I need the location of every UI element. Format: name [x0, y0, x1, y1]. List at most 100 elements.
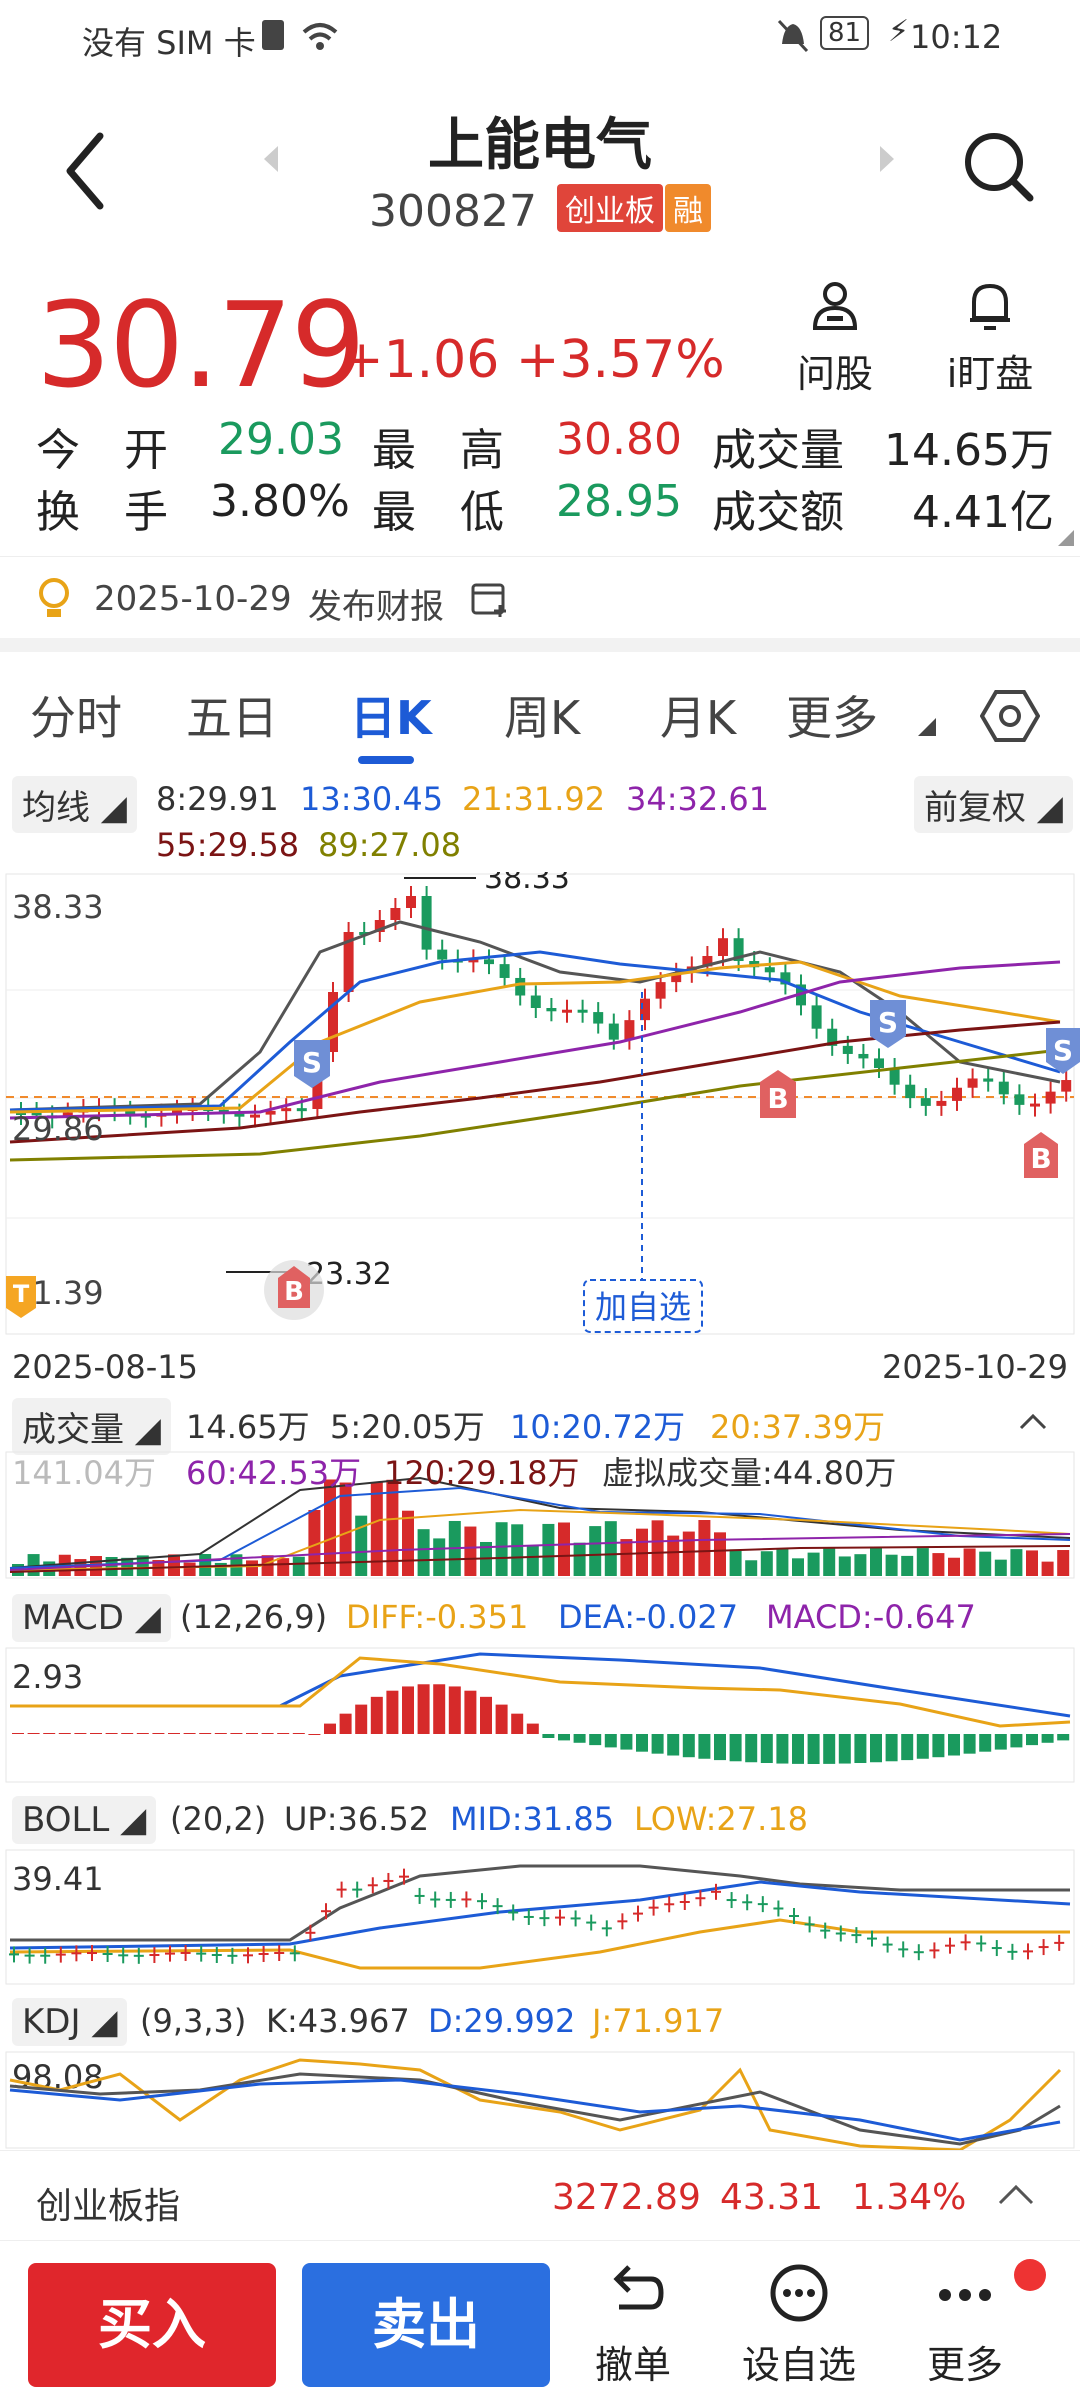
- macd-frame: [5, 1647, 1075, 1783]
- sell-signal[interactable]: S: [294, 1040, 330, 1088]
- macd-bar: [776, 1734, 789, 1764]
- macd-bar: [854, 1734, 867, 1764]
- volume-bar: [464, 1526, 477, 1576]
- candle: [499, 964, 510, 978]
- settings-hex-icon[interactable]: [980, 686, 1040, 746]
- boll-low: LOW:27.18: [634, 1800, 809, 1838]
- boll-price-bars: [9, 1868, 1065, 1964]
- macd-histogram: [12, 1684, 1070, 1764]
- tab-intraday[interactable]: 分时: [30, 691, 122, 745]
- bell-icon: [970, 283, 1010, 330]
- last-price: 30.79: [36, 276, 366, 414]
- kdj-params: (9,3,3): [140, 2002, 247, 2040]
- next-stock-icon[interactable]: [876, 142, 898, 176]
- candle: [889, 1068, 900, 1085]
- candle: [624, 1020, 635, 1040]
- volume-bar: [246, 1560, 258, 1576]
- sell-button[interactable]: 卖出: [302, 2263, 550, 2387]
- candle: [421, 896, 432, 950]
- sell-signal[interactable]: S: [1046, 1028, 1080, 1074]
- back-button[interactable]: [56, 126, 116, 216]
- candle: [562, 1009, 572, 1013]
- cancel-order-button[interactable]: 撤单: [558, 2261, 708, 2389]
- calendar-add-icon[interactable]: [470, 579, 510, 619]
- prev-stock-icon[interactable]: [260, 142, 282, 176]
- boll-frame: [5, 1849, 1075, 1985]
- stock-code-row: 300827 创业板融: [0, 184, 1080, 238]
- ma-line: [9, 1048, 1061, 1162]
- macd-bar: [495, 1704, 508, 1734]
- volume-bar: [698, 1520, 711, 1576]
- candle: [546, 1007, 557, 1012]
- active-tab-indicator: [358, 756, 414, 764]
- ma-legend: 均线 ◢ 8:29.91 13:30.45 21:31.92 34:32.61 …: [0, 776, 1080, 876]
- search-button[interactable]: [960, 128, 1036, 204]
- sim-icon: [262, 20, 284, 50]
- macd-bar: [1010, 1734, 1023, 1748]
- more-dots-icon: [939, 2289, 991, 2301]
- tab-monthly-k[interactable]: 月K: [660, 691, 737, 745]
- candle: [827, 1028, 838, 1046]
- volume-frame: [5, 1451, 1075, 1579]
- index-value: 3272.89: [552, 2177, 701, 2218]
- boll-selector[interactable]: BOLL ◢: [12, 1796, 157, 1844]
- buy-button[interactable]: 买入: [28, 2263, 276, 2387]
- candle: [265, 1110, 276, 1115]
- volume-bar: [745, 1560, 758, 1576]
- kline-chart[interactable]: 38.33 29.86 21.39 38.33 23.32 加自选 S S S …: [0, 872, 1080, 1340]
- buy-signal[interactable]: B: [760, 1070, 796, 1118]
- macd-selector[interactable]: MACD ◢: [12, 1594, 171, 1642]
- volume-selector[interactable]: 成交量 ◢: [12, 1398, 171, 1455]
- kdj-chart[interactable]: 98.08: [0, 2050, 1080, 2150]
- macd-bar: [433, 1684, 446, 1734]
- earnings-notice[interactable]: 2025-10-29 发布财报: [0, 556, 1080, 638]
- collapse-icon[interactable]: [1018, 1412, 1048, 1432]
- index-pct: 1.34%: [852, 2177, 967, 2218]
- macd-bar: [729, 1734, 742, 1762]
- set-watchlist-label: 设自选: [741, 2343, 856, 2387]
- buy-signal[interactable]: B: [1024, 1132, 1058, 1178]
- candle: [983, 1078, 994, 1082]
- volume-bar: [589, 1526, 602, 1576]
- chevron-up-icon[interactable]: [996, 2181, 1036, 2207]
- volume-ma-line: [9, 1545, 1071, 1573]
- watch-board-button[interactable]: i盯盘: [920, 278, 1060, 398]
- macd-bar: [838, 1734, 851, 1764]
- set-watchlist-button[interactable]: 设自选: [724, 2261, 874, 2389]
- boll-y-top: 39.41: [12, 1860, 104, 1898]
- add-watch-button[interactable]: [583, 1279, 703, 1333]
- tab-weekly-k[interactable]: 周K: [504, 691, 581, 745]
- volume-bar: [979, 1551, 992, 1576]
- tab-five-day[interactable]: 五日: [186, 691, 278, 745]
- volume-bar: [121, 1557, 134, 1576]
- sell-signal[interactable]: S: [870, 1000, 906, 1048]
- macd-chart[interactable]: 2.93: [0, 1646, 1080, 1786]
- macd-bar: [604, 1734, 617, 1748]
- stock-header: 上能电气 300827 创业板融: [0, 76, 1080, 266]
- tab-daily-k[interactable]: 日K: [350, 691, 432, 745]
- volume-bar: [308, 1510, 321, 1576]
- macd-bar: [932, 1734, 945, 1758]
- tab-more[interactable]: 更多: [786, 691, 878, 745]
- boll-mid: MID:31.85: [450, 1800, 615, 1838]
- buy-signal[interactable]: B: [264, 1260, 324, 1320]
- notification-dot: [1014, 2259, 1046, 2291]
- boll-chart[interactable]: 39.41: [0, 1848, 1080, 1988]
- more-button[interactable]: 更多: [890, 2259, 1046, 2389]
- volume-ma-line: [9, 1533, 1071, 1571]
- macd-bar: [261, 1733, 274, 1734]
- kdj-selector[interactable]: KDJ ◢: [12, 1998, 128, 2046]
- t-signal[interactable]: T: [6, 1276, 36, 1318]
- adjust-selector[interactable]: 前复权 ◢: [914, 776, 1073, 833]
- candles: [16, 886, 1072, 1129]
- expand-corner-icon[interactable]: [1058, 530, 1074, 546]
- macd-bar: [448, 1686, 461, 1734]
- ma89-value: 89:27.08: [318, 826, 462, 864]
- index-ticker[interactable]: 创业板指 3272.89 43.31 1.34%: [0, 2150, 1080, 2240]
- candle: [1030, 1103, 1040, 1107]
- ma-selector[interactable]: 均线 ◢: [12, 776, 137, 833]
- ask-stock-button[interactable]: 问股: [780, 278, 890, 398]
- volume-chart[interactable]: 141.04万 60:42.53万 120:29.18万 虚拟成交量:44.80…: [0, 1450, 1080, 1582]
- candle: [780, 972, 791, 985]
- volume-bar: [823, 1548, 836, 1576]
